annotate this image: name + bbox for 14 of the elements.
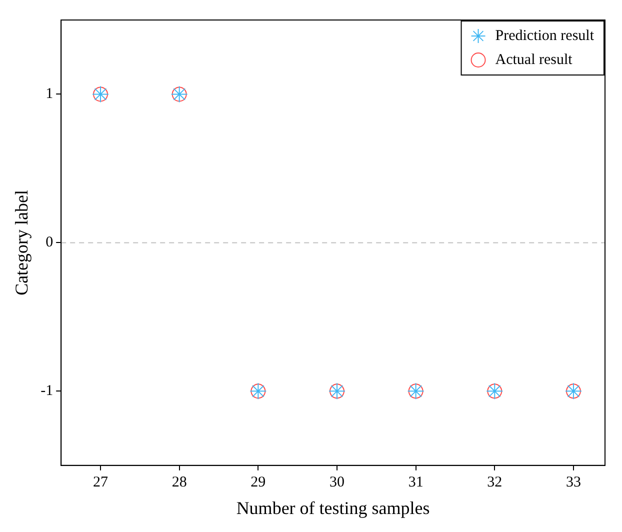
x-tick-label: 31 <box>408 474 424 490</box>
x-tick-label: 30 <box>329 474 344 490</box>
y-tick-label: -1 <box>40 383 54 400</box>
x-tick-label: 28 <box>172 474 187 490</box>
y-axis-title: Category label <box>12 190 32 296</box>
x-tick-label: 29 <box>250 474 266 490</box>
y-tick-label: 1 <box>46 86 54 102</box>
x-tick-label: 33 <box>566 474 581 490</box>
y-tick-label: 0 <box>46 234 54 251</box>
x-axis-title: Number of testing samples <box>236 498 430 518</box>
x-tick-label: 32 <box>487 474 502 490</box>
legend-label: Prediction result <box>495 28 595 44</box>
legend-label: Actual result <box>495 52 574 68</box>
x-tick-label: 27 <box>93 474 109 490</box>
